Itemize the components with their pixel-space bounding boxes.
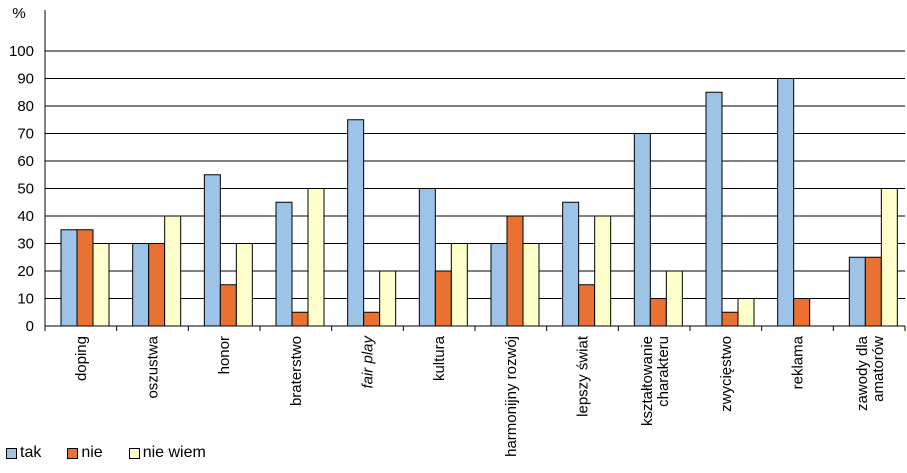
- bar-tak-2: [203, 174, 221, 327]
- x-category-label: fair play: [360, 335, 377, 389]
- bar-tak-10: [777, 78, 795, 327]
- bar-nie-wiem-7: [594, 215, 612, 327]
- bar-tak-6: [490, 243, 508, 327]
- bar-tak-8: [633, 133, 651, 327]
- x-category-label-line: amatorów: [870, 336, 887, 402]
- x-category-label: braterstwo: [288, 336, 305, 406]
- x-category-label: doping: [73, 336, 90, 381]
- y-tick-label: 80: [17, 98, 34, 115]
- y-tick-label: 40: [17, 208, 34, 225]
- bar-tak-9: [705, 91, 723, 327]
- legend-label-nie: nie: [81, 444, 103, 461]
- x-category-label-line: zawody dla: [854, 335, 871, 411]
- bar-nie-2: [219, 284, 237, 327]
- y-unit-label: %: [12, 5, 25, 22]
- y-tick-label: 70: [17, 126, 34, 143]
- legend-label-nie-wiem: nie wiem: [142, 444, 206, 461]
- x-category-label: lepszy świat: [575, 335, 592, 417]
- bar-nie-9: [721, 311, 739, 327]
- bar-nie-wiem-8: [665, 270, 683, 327]
- bar-nie-wiem-11: [880, 188, 898, 327]
- legend-item-tak: tak: [6, 444, 41, 462]
- bar-nie-wiem-1: [164, 215, 182, 327]
- legend-label-tak: tak: [20, 444, 42, 461]
- y-tick-label: 100: [9, 43, 34, 60]
- legend: tak nie nie wiem: [6, 444, 232, 462]
- bar-nie-wiem-2: [235, 243, 253, 327]
- bar-nie-5: [434, 270, 452, 327]
- bar-nie-1: [148, 243, 166, 327]
- bar-tak-0: [60, 229, 78, 327]
- bar-tak-3: [275, 201, 293, 327]
- bar-tak-11: [848, 256, 866, 327]
- legend-swatch-nie-wiem: [128, 447, 140, 459]
- x-category-label: reklama: [790, 335, 807, 389]
- y-tick-label: 90: [17, 71, 34, 88]
- legend-swatch-tak: [6, 447, 17, 459]
- y-tick-label: 10: [17, 291, 34, 308]
- legend-item-nie: nie: [67, 444, 103, 462]
- x-category-label: oszustwa: [145, 335, 162, 398]
- bar-tak-4: [347, 119, 365, 327]
- bar-nie-wiem-3: [307, 188, 325, 327]
- bar-nie-7: [578, 284, 596, 327]
- bar-nie-10: [793, 298, 811, 327]
- x-category-label: kultura: [431, 335, 448, 381]
- bar-nie-wiem-5: [450, 243, 468, 327]
- bar-nie-wiem-6: [522, 243, 540, 327]
- x-category-label: zawody dlaamatorów: [854, 335, 887, 411]
- bar-nie-wiem-9: [737, 298, 755, 327]
- x-category-label: kształtowaniecharakteru: [639, 336, 672, 426]
- y-tick-label: 50: [17, 181, 34, 198]
- x-category-label: harmonijny rozwój: [503, 336, 520, 457]
- bar-tak-1: [132, 243, 150, 327]
- bar-nie-11: [864, 256, 882, 327]
- bar-nie-3: [291, 311, 309, 327]
- x-category-label: zwycięstwo: [718, 336, 735, 412]
- y-tick-label: 0: [26, 318, 34, 335]
- bar-nie-wiem-0: [92, 243, 110, 327]
- legend-swatch-nie: [67, 447, 79, 459]
- bar-nie-0: [76, 229, 94, 327]
- x-category-label: honor: [216, 336, 233, 374]
- legend-item-nie-wiem: nie wiem: [128, 444, 206, 462]
- y-tick-label: 20: [17, 263, 34, 280]
- bar-nie-4: [363, 311, 381, 327]
- bar-tak-5: [418, 188, 436, 327]
- bar-nie-6: [506, 215, 524, 327]
- x-category-label-line: kształtowanie: [639, 336, 656, 426]
- bar-nie-8: [649, 298, 667, 327]
- x-category-label-line: charakteru: [655, 336, 672, 407]
- bar-nie-wiem-4: [379, 270, 397, 327]
- bar-tak-7: [562, 201, 580, 327]
- y-tick-label: 60: [17, 153, 34, 170]
- y-tick-label: 30: [17, 236, 34, 253]
